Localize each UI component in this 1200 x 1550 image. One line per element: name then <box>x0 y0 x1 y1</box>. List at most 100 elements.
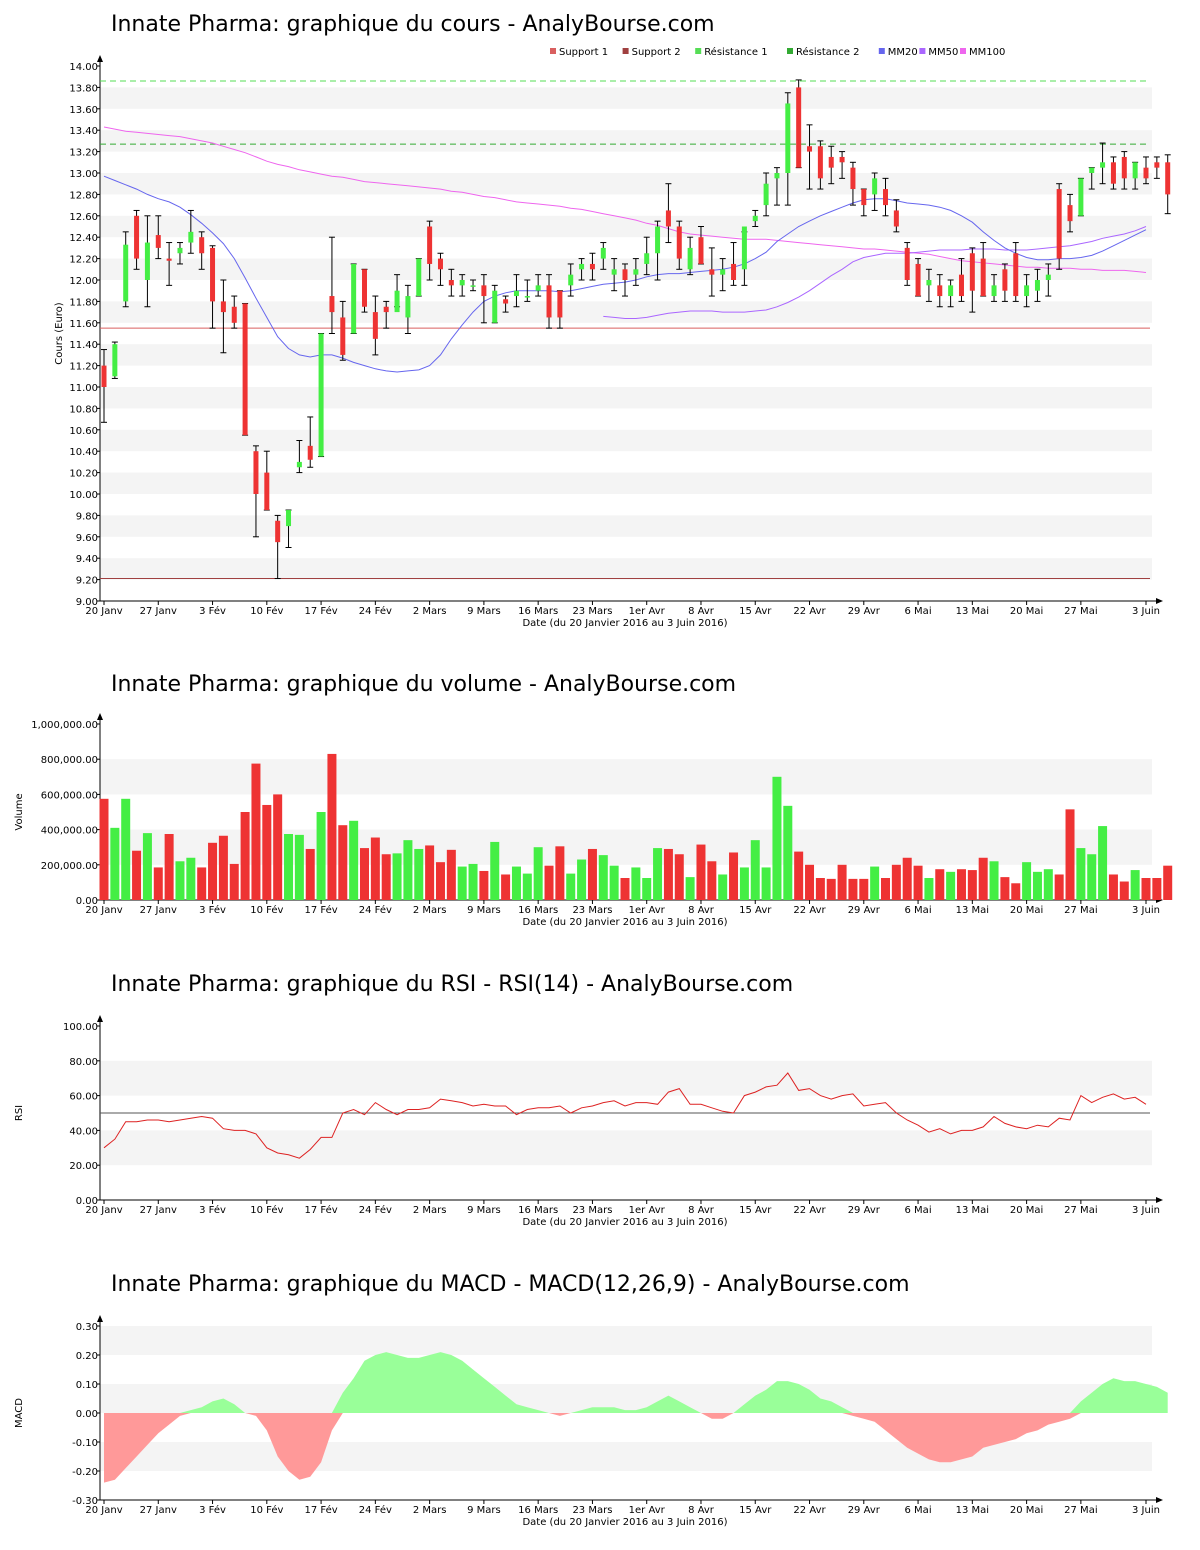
x-tick-label: 23 Mars <box>572 1505 612 1516</box>
legend-label: Support 2 <box>632 47 681 58</box>
x-tick-label: 24 Fév <box>359 1204 392 1216</box>
y-axis-title: RSI <box>14 1105 25 1121</box>
x-tick-label: 1er Avr <box>629 606 666 617</box>
price-panel: Innate Pharma: graphique du cours - Anal… <box>0 0 1200 640</box>
volume-bar <box>392 853 402 900</box>
volume-bar <box>783 805 793 900</box>
candle-body <box>958 274 964 297</box>
candle-body <box>579 263 585 270</box>
candle-body <box>774 173 780 179</box>
x-tick-label: 9 Mars <box>467 905 501 916</box>
x-tick-label: 8 Avr <box>688 905 715 916</box>
y-tick-label: 10.40 <box>69 447 98 458</box>
candle-body <box>687 247 693 270</box>
grid-band <box>100 558 1152 580</box>
candle-body <box>210 247 216 302</box>
y-tick-label: 400,000.00 <box>41 826 98 837</box>
volume-bar <box>587 848 597 900</box>
candle-body <box>405 296 411 318</box>
y-tick-label: 9.20 <box>76 576 98 587</box>
x-tick-label: 20 Mai <box>1010 1205 1043 1216</box>
candle-body <box>470 285 476 287</box>
volume-bar <box>435 862 445 900</box>
candle-body <box>600 247 606 259</box>
x-axis-arrow <box>1156 1497 1163 1503</box>
y-tick-label: 12.60 <box>69 212 98 223</box>
x-tick-label: 24 Fév <box>359 904 392 916</box>
y-tick-label: 80.00 <box>69 1057 98 1068</box>
candle-body <box>123 244 129 302</box>
legend-label: Résistance 2 <box>796 46 859 58</box>
legend-label: MM50 <box>928 47 958 58</box>
candle-body <box>340 317 346 355</box>
y-tick-label: 12.40 <box>69 233 98 244</box>
volume-bar <box>142 833 152 900</box>
volume-bar <box>1152 878 1162 900</box>
x-tick-label: 6 Mai <box>905 1505 932 1516</box>
volume-bar <box>121 798 131 900</box>
candle-body <box>1078 178 1084 216</box>
candle-body <box>242 303 248 436</box>
candle-body <box>1056 189 1062 259</box>
candle-body <box>362 269 367 307</box>
volume-bar <box>1022 862 1032 900</box>
candle-body <box>665 210 671 227</box>
y-axis-arrow <box>97 1315 103 1322</box>
volume-bar <box>815 878 825 900</box>
x-tick-label: 1er Avr <box>629 1205 666 1216</box>
candle-body <box>872 178 878 195</box>
macd-chart-title: Innate Pharma: graphique du MACD - MACD(… <box>111 1272 910 1297</box>
volume-bar <box>989 861 999 900</box>
candle-body <box>1024 285 1030 297</box>
volume-bar <box>750 840 760 900</box>
volume-bar <box>1065 809 1075 900</box>
volume-bar <box>164 834 174 900</box>
volume-bar <box>316 812 326 900</box>
x-tick-label: 24 Fév <box>359 1504 392 1516</box>
x-tick-label: 15 Avr <box>739 1505 772 1516</box>
x-tick-label: 16 Mars <box>518 606 558 617</box>
candle-body <box>296 461 302 468</box>
y-tick-label: 100.00 <box>63 1022 98 1033</box>
x-tick-label: 22 Avr <box>793 606 826 617</box>
volume-bar <box>663 848 673 900</box>
candle-body <box>166 258 172 261</box>
volume-bar <box>305 848 315 900</box>
y-tick-label: 0.00 <box>76 896 98 907</box>
candle-body <box>1100 162 1106 168</box>
x-tick-label: 16 Mars <box>518 1205 558 1216</box>
candle-body <box>937 285 943 297</box>
legend-swatch <box>919 48 926 54</box>
volume-bar <box>338 825 348 900</box>
y-axis-arrow <box>97 55 103 62</box>
x-tick-label: 27 Janv <box>140 1205 177 1216</box>
y-tick-label: 13.40 <box>69 126 98 137</box>
grid-band <box>100 1442 1152 1471</box>
candle-body <box>655 226 661 254</box>
rsi-line <box>103 1072 1147 1159</box>
x-tick-label: 2 Mars <box>413 1205 447 1216</box>
x-tick-label: 13 Mai <box>956 1205 989 1216</box>
candle-body <box>1121 156 1127 179</box>
volume-bar <box>294 834 304 900</box>
candle-body <box>318 333 324 457</box>
y-tick-label: 11.40 <box>69 340 98 351</box>
volume-bar <box>414 848 424 900</box>
x-tick-label: 9 Mars <box>467 1205 501 1216</box>
volume-bar <box>349 820 359 900</box>
volume-bar <box>913 865 923 900</box>
y-tick-label: 9.80 <box>76 511 98 522</box>
volume-bar <box>175 861 185 900</box>
y-tick-label: 11.80 <box>69 297 98 308</box>
y-tick-label: 800,000.00 <box>41 755 98 766</box>
candle-body <box>481 285 487 297</box>
candle-body <box>622 269 628 280</box>
x-tick-label: 3 Juin <box>1132 1205 1160 1216</box>
volume-bar <box>870 866 880 900</box>
rsi-chart: 0.00 20.00 40.00 60.00 80.00 100.00 20 Janv 27 … <box>14 1015 1163 1228</box>
volume-bar <box>805 864 815 900</box>
grid-band <box>100 387 1152 409</box>
volume-bar <box>1108 874 1118 900</box>
candle-body <box>850 167 856 190</box>
volume-bar <box>490 841 500 900</box>
